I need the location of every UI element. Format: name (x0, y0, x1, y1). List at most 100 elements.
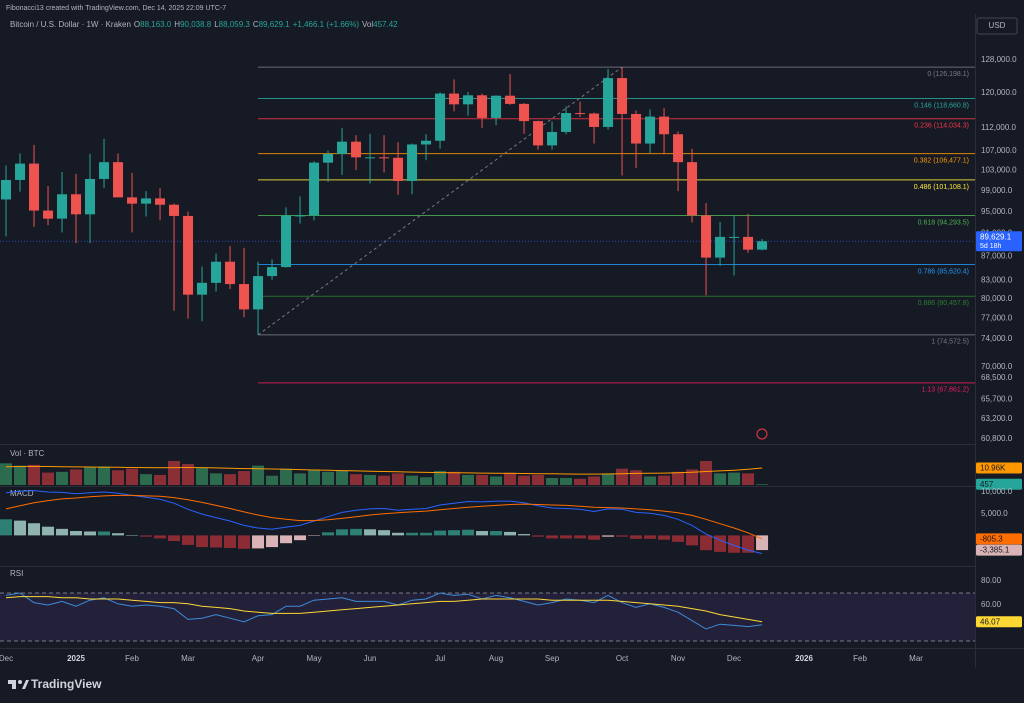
fib-label: 0.886 (80,457.8) (918, 300, 969, 307)
candle-body (407, 144, 418, 181)
x-tick-label: Jul (435, 654, 445, 663)
candle-body (547, 131, 558, 146)
candle-body (715, 236, 726, 258)
volume-bar (518, 475, 531, 485)
macd-histogram-bar (714, 535, 727, 552)
pane-title: Vol · BTC (10, 449, 44, 458)
macd-histogram-bar (644, 535, 657, 539)
fib-label: 0.236 (114,034.3) (914, 123, 969, 130)
value-tag-label: -3,385.1 (980, 546, 1010, 555)
fib-label: 0.618 (94,293.5) (918, 219, 969, 226)
fib-label: 0.486 (101,108.1) (914, 184, 969, 191)
legend-text: C (252, 20, 259, 29)
signal-line (5, 494, 763, 540)
macd-histogram-bar (616, 535, 629, 537)
macd-histogram-bar (140, 535, 153, 537)
brand: TradingView (31, 677, 102, 691)
y-tick-label: 77,000.0 (981, 314, 1013, 323)
candle-body (197, 282, 208, 295)
macd-histogram-bar (0, 519, 13, 536)
alert-icon[interactable] (756, 428, 768, 440)
fib-label: 0 (126,198.1) (927, 71, 969, 78)
macd-histogram-bar (252, 535, 265, 549)
volume-bar (238, 471, 251, 485)
value-tag (976, 544, 1022, 556)
volume-bar (504, 472, 517, 485)
candle-body (365, 157, 376, 159)
macd-histogram-bar (14, 520, 27, 536)
candle-body (155, 198, 166, 205)
y-tick-label: 74,000.0 (981, 334, 1013, 343)
x-tick-label: Jun (364, 654, 377, 663)
y-tick-label: 5,000.0 (981, 509, 1008, 518)
volume-bar (392, 473, 405, 485)
y-tick-label: 99,000.0 (981, 186, 1013, 195)
candle-body (701, 215, 712, 258)
macd-histogram-bar (238, 535, 251, 549)
candle-body (435, 93, 446, 141)
x-tick-label: Apr (252, 654, 265, 663)
candle-body (533, 121, 544, 146)
volume-bar (56, 471, 69, 485)
macd-histogram-bar (728, 535, 741, 553)
y-tick-label: 10,000.0 (981, 487, 1013, 496)
legend-text: Bitcoin / U.S. Dollar · 1W · Kraken (10, 20, 131, 29)
fib-label: 0.382 (106,477.1) (914, 157, 969, 164)
volume-bar (98, 466, 111, 485)
macd-histogram-bar (588, 535, 601, 540)
candle-body (519, 103, 530, 122)
volume-bar (280, 468, 293, 485)
macd-histogram-bar (378, 530, 391, 536)
macd-histogram-bar (546, 535, 559, 539)
candle-body (127, 197, 138, 204)
volume-bar (70, 469, 83, 485)
price-tag-label: 89,629.1 (980, 232, 1012, 241)
volume-bar (294, 473, 307, 485)
x-tick-label: Dec (727, 654, 741, 663)
volume-bar (714, 473, 727, 485)
x-tick-label: Nov (671, 654, 685, 663)
legend-text: 89,629.1 (258, 20, 290, 29)
legend-text: H (174, 20, 181, 29)
candle-body (169, 204, 180, 216)
rsi-ma (5, 596, 763, 623)
x-tick-label: Feb (853, 654, 867, 663)
candle-body (85, 178, 96, 215)
currency[interactable]: USD (989, 21, 1006, 30)
macd-histogram-bar (308, 535, 321, 536)
macd-histogram-bar (28, 523, 41, 536)
volume-bar (602, 473, 615, 485)
macd-histogram-bar (56, 528, 69, 536)
macd-histogram-bar (630, 535, 643, 539)
candle-body (239, 284, 250, 310)
y-tick-label: 65,700.0 (981, 394, 1013, 403)
macd-histogram-bar (504, 531, 517, 536)
candle-body (603, 78, 614, 127)
macd-histogram-bar (672, 535, 685, 542)
x-tick-label: Sep (545, 654, 560, 663)
candle-body (225, 261, 236, 285)
logo (8, 680, 29, 689)
macd-histogram-bar (112, 533, 125, 536)
y-tick-label: 83,000.0 (981, 275, 1013, 284)
volume-bar (84, 467, 97, 485)
candle-body (393, 157, 404, 181)
candle-body (281, 215, 292, 268)
macd-histogram-bar (434, 530, 447, 536)
macd-histogram-bar (560, 535, 573, 539)
macd-histogram-bar (98, 531, 111, 536)
volume-bar (322, 471, 335, 485)
fib-label: 0.146 (118,660.8) (914, 102, 969, 109)
x-tick-label: Mar (181, 654, 195, 663)
macd-histogram-bar (392, 532, 405, 536)
candle-body (211, 261, 222, 283)
candle-body (687, 162, 698, 216)
volume-bar (630, 470, 643, 485)
candle-body (589, 113, 600, 127)
macd-histogram-bar (406, 532, 419, 536)
volume-bar (224, 474, 237, 485)
macd-histogram-bar (210, 535, 223, 548)
volume-bar (140, 474, 153, 485)
x-tick-label: 2025 (67, 654, 85, 663)
currency-box[interactable] (976, 17, 1018, 35)
